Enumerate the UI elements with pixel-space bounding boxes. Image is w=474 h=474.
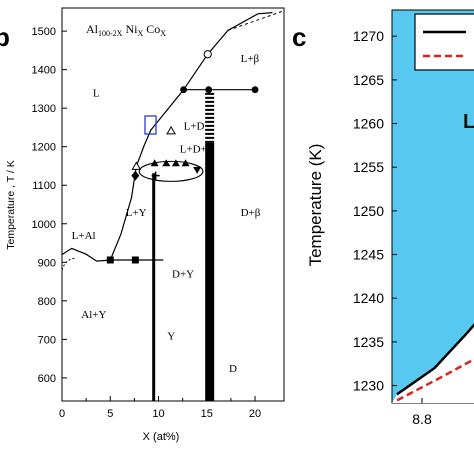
boundary-line: [183, 12, 273, 91]
title-co: Co: [143, 22, 160, 36]
filled-down-triangle-marker: [193, 166, 202, 174]
x-axis-label: X (at%): [143, 431, 180, 443]
phase-diagram-title: Al100-2X NiX CoX: [86, 22, 166, 38]
filled-diamond-marker: [131, 170, 140, 181]
panel-letter-b: b: [0, 22, 10, 52]
y-tick-label: 1300: [32, 103, 56, 115]
y-tick-label: 1000: [32, 219, 56, 231]
open-circle-marker: [203, 50, 212, 59]
zoom-x-tick-label: 8.8: [412, 411, 432, 427]
zoom-region-label: L: [463, 111, 474, 133]
boundary-line-dotted: [61, 257, 76, 271]
boundary-line: [61, 247, 111, 262]
zoom-series: [396, 323, 474, 402]
zoom-y-tick-label: 1240: [353, 290, 384, 306]
y-tick-label: 1200: [32, 142, 56, 154]
zoom-y-tick-label: 1260: [353, 116, 384, 132]
y-tick-label: 700: [38, 334, 56, 346]
title-al-sub: 100-2X: [98, 29, 123, 38]
filled-circle-marker: [205, 86, 213, 94]
y-tick-label: 800: [38, 296, 56, 308]
x-tick-label: 10: [152, 408, 164, 420]
y-tick-label: 1100: [32, 180, 56, 192]
phase-label: L+D: [184, 120, 205, 132]
filled-up-triangle-marker: [162, 159, 171, 167]
title-ni: Ni: [122, 22, 138, 36]
phase-label: L: [93, 88, 100, 100]
zoom-panel: 1230 1235 1240 1245 1250 1255 1260 1265 1270 8.8…: [306, 9, 474, 427]
phase-label: L+β: [241, 53, 260, 65]
y-tick-label: 1400: [32, 65, 56, 77]
zoom-y-tick-label: 1235: [353, 334, 384, 350]
phase-label: D+β: [241, 207, 261, 219]
phase-labels: L L+β L+D L+D+Y L+Al L+Y D+β D+Y Al+Y Y D: [72, 53, 261, 375]
zoom-y-tick-label: 1270: [353, 28, 384, 44]
phase-label: Y: [167, 330, 175, 342]
phase-label: L+Al: [72, 230, 96, 242]
x-tick-label: 20: [249, 408, 261, 420]
zoom-y-tick-label: 1265: [353, 72, 384, 88]
phase-label: L+Y: [126, 207, 147, 219]
filled-square-marker: [106, 256, 114, 264]
open-triangle-marker: [166, 125, 176, 135]
filled-square-marker: [131, 256, 139, 264]
y-tick-label: 600: [38, 373, 56, 385]
data-markers: [106, 50, 259, 264]
series-line-red-dashed: [396, 357, 474, 402]
filled-up-triangle-marker: [181, 159, 190, 167]
boundary-line: [135, 89, 255, 167]
title-ni-sub: X: [137, 29, 143, 38]
series-line-black: [396, 323, 474, 396]
zoom-y-axis-label: Temperature (K): [306, 144, 325, 267]
y-axis-label: Temperature , T / K: [5, 160, 17, 250]
y-tick-label: 900: [38, 257, 56, 269]
x-tick-label: 15: [201, 408, 213, 420]
zoom-y-tick-label: 1250: [353, 203, 384, 219]
x-axis-ticks: 0 5 10 15 20: [59, 396, 261, 420]
filled-circle-marker: [251, 86, 259, 94]
four-phase-ellipse: [138, 160, 204, 182]
highlight-box: [144, 115, 157, 135]
filled-up-triangle-marker: [150, 159, 159, 167]
phase-label: L+D+Y: [180, 143, 215, 155]
open-triangle-marker: [131, 161, 142, 170]
zoom-y-tick-label: 1255: [353, 159, 384, 175]
x-tick-label: 0: [59, 408, 65, 420]
boundary-line: [109, 166, 137, 261]
y-tick-label: 1500: [32, 26, 56, 38]
zoom-y-tick-label: 1245: [353, 247, 384, 263]
boundary-line-dashed: [227, 10, 284, 31]
phase-label: D+Y: [172, 269, 194, 281]
four-phase-ellipse-outline: [138, 160, 204, 182]
y-axis-ticks: 600 700 800 900 1000 1100 1200 1300 1400 1500: [32, 26, 67, 385]
zoom-y-axis-ticks: 1230 1235 1240 1245 1250 1255 1260 1265 1270: [353, 28, 397, 394]
x-tick-label: 5: [107, 408, 113, 420]
panel-letter-c: c: [292, 22, 306, 52]
filled-up-triangle-marker: [171, 159, 180, 167]
title-al: Al: [86, 22, 99, 36]
zoom-y-tick-label: 1230: [353, 378, 384, 394]
filled-circle-marker: [180, 86, 188, 94]
phase-diagram-panel: 0 5 10 15 20 600 700 800 900 1000 1100 1200 1300 140…: [5, 7, 285, 443]
phase-label: Al+Y: [81, 309, 106, 321]
phase-label: D: [229, 363, 237, 375]
phase-diagram-frame: [61, 7, 285, 402]
liquidus-lines: [61, 10, 284, 271]
phase-boundary-lines: [152, 92, 215, 401]
zoom-x-axis-ticks: 8.8: [412, 398, 432, 427]
legend-box: [414, 13, 474, 71]
title-co-sub: X: [160, 29, 166, 38]
plus-marker: [151, 171, 160, 180]
